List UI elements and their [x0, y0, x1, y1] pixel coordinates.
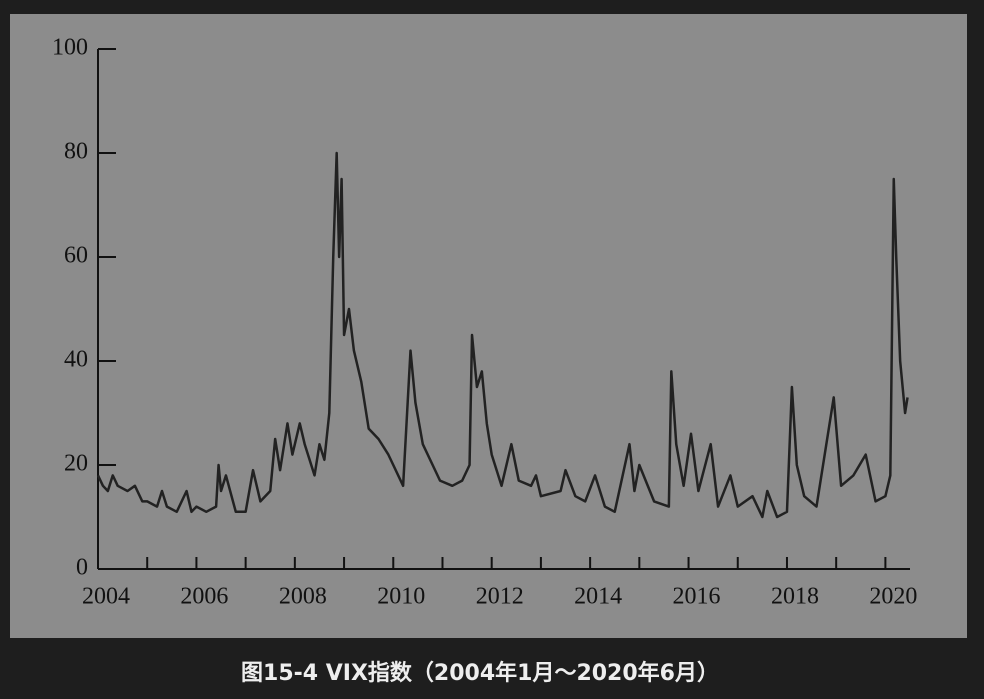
y-tick-label: 0	[76, 555, 88, 581]
y-tick-label: 40	[64, 347, 88, 373]
x-tick-label: 2014	[574, 584, 622, 610]
x-tick-label: 2012	[476, 584, 524, 610]
plot-panel	[10, 14, 967, 638]
x-tick-label: 2020	[869, 584, 917, 610]
y-tick-label: 20	[64, 451, 88, 477]
x-tick-label: 2004	[82, 584, 130, 610]
series-line	[96, 151, 909, 519]
x-tick-label: 2010	[377, 584, 425, 610]
x-tick-label: 2018	[771, 584, 819, 610]
y-tick-label: 80	[64, 139, 88, 165]
x-tick-label: 2016	[673, 584, 721, 610]
y-tick-label: 60	[64, 243, 88, 269]
x-tick-label: 2006	[180, 584, 228, 610]
x-tick-label: 2008	[279, 584, 327, 610]
y-tick-label: 100	[52, 35, 88, 61]
chart-title: 图15-4 VIX指数（2004年1月～2020年6月）	[241, 660, 719, 686]
